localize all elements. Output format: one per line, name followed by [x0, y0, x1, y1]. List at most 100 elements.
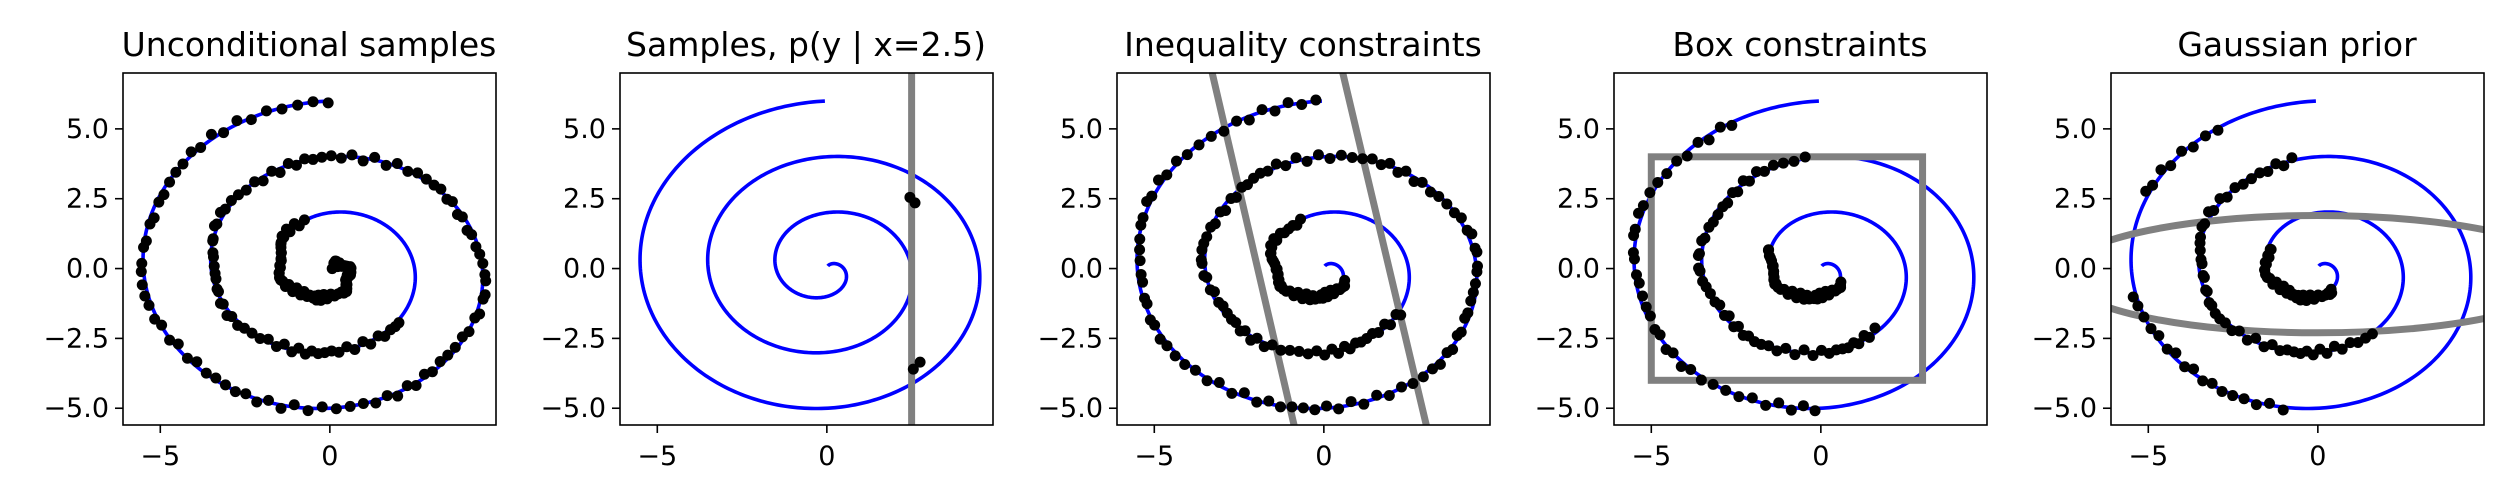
sample-point: [1869, 322, 1881, 334]
y-tick-label: −5.0: [2031, 393, 2097, 424]
sample-point: [1270, 158, 1282, 170]
y-tick-label: 2.5: [1557, 184, 1600, 215]
sample-point: [292, 99, 304, 111]
sample-point: [1685, 364, 1697, 376]
y-tick-label: 0.0: [1557, 254, 1600, 285]
sample-point: [418, 368, 430, 380]
sample-point: [1758, 165, 1770, 177]
sample-point: [177, 158, 189, 170]
sample-point: [1712, 209, 1724, 221]
sample-point: [341, 341, 353, 353]
plot-area: [135, 96, 492, 417]
sample-point: [1144, 314, 1156, 326]
sample-point: [2241, 334, 2253, 346]
sample-point: [1256, 104, 1268, 116]
sample-point: [1771, 345, 1783, 357]
sample-point: [1213, 376, 1225, 388]
sample-point: [276, 103, 288, 115]
sample-point: [357, 398, 369, 410]
sample-point: [316, 401, 328, 413]
sample-point: [1780, 342, 1792, 354]
sample-point: [1459, 312, 1471, 324]
sample-point: [1788, 155, 1800, 167]
sample-point: [2226, 325, 2238, 337]
sample-point: [1179, 359, 1191, 371]
sample-point: [1296, 99, 1308, 111]
sample-point: [1451, 330, 1463, 342]
sample-point: [1785, 404, 1797, 416]
sample-point: [1797, 400, 1809, 412]
axes-frame: [619, 72, 994, 426]
panel-3: Box constraints −5 0 −5.0 −2.5 0.0 2.5 5.0: [1534, 25, 1988, 472]
sample-point: [1789, 349, 1801, 361]
sample-point: [1333, 403, 1345, 415]
sample-point: [2237, 178, 2249, 190]
sample-point: [2161, 343, 2173, 355]
x-tick-label: 0: [2309, 441, 2326, 472]
sample-point: [1644, 310, 1656, 322]
sample-point: [1762, 244, 1774, 256]
sample-point: [2274, 345, 2286, 357]
sample-point: [357, 336, 369, 348]
sample-point: [1417, 371, 1429, 383]
sample-point: [1660, 344, 1672, 356]
panel-title: Samples, p(y | x=2.5): [626, 25, 986, 64]
sample-point: [172, 338, 184, 350]
sample-point: [257, 175, 269, 187]
sample-point: [229, 386, 241, 398]
x-tick-label: 0: [818, 441, 835, 472]
x-tick-label: −5: [140, 441, 180, 472]
panel-title: Gaussian prior: [2177, 25, 2417, 64]
sample-point: [207, 233, 219, 245]
sample-point: [2216, 385, 2228, 397]
sample-point: [2197, 375, 2209, 387]
sample-point: [1728, 321, 1740, 333]
sample-point: [1234, 325, 1246, 337]
sample-point: [1750, 166, 1762, 178]
sample-point: [1371, 389, 1383, 401]
sample-point: [1146, 190, 1158, 202]
sample-point: [1154, 333, 1166, 345]
sample-point: [136, 257, 148, 269]
sample-point: [1311, 345, 1323, 357]
panel-2: Inequality constraints −5 0 −5.0 −2.5 0.0 2.5…: [1037, 25, 1491, 472]
sample-point: [1392, 166, 1404, 178]
y-tick-label: 5.0: [1060, 114, 1103, 145]
sample-point: [2199, 218, 2211, 230]
sample-point: [1135, 269, 1147, 281]
sample-point: [1707, 378, 1719, 390]
sample-point: [1290, 152, 1302, 164]
sample-point: [140, 235, 152, 247]
y-tick-label: −5.0: [1037, 393, 1103, 424]
sample-point: [1441, 347, 1453, 359]
sample-point: [1777, 157, 1789, 169]
sample-point: [434, 356, 446, 368]
sample-point: [1134, 244, 1146, 256]
sample-point: [1293, 345, 1305, 357]
sample-point: [480, 275, 492, 287]
sample-point: [2165, 160, 2177, 172]
sample-point: [1416, 176, 1428, 188]
sample-point: [1383, 390, 1395, 402]
sample-point: [1195, 254, 1207, 266]
sample-point: [474, 248, 486, 260]
axes-frame: [1613, 72, 1988, 426]
x-tick-label: 0: [1812, 441, 1829, 472]
sample-point: [1198, 270, 1210, 282]
y-tick-label: 0.0: [66, 254, 109, 285]
sample-point: [1326, 343, 1338, 355]
sample-point: [262, 394, 274, 406]
sample-point: [1220, 204, 1232, 216]
sample-point: [1153, 174, 1165, 186]
sample-point: [1238, 387, 1250, 399]
sample-point: [1345, 396, 1357, 408]
sample-point: [270, 341, 282, 353]
sample-point: [1201, 231, 1213, 243]
sample-point: [1269, 105, 1281, 117]
sample-point: [1719, 309, 1731, 321]
sample-point: [1204, 284, 1216, 296]
sample-point: [391, 157, 403, 169]
sample-point: [2206, 377, 2218, 389]
sample-point: [2132, 300, 2144, 312]
sample-point: [1218, 125, 1230, 137]
